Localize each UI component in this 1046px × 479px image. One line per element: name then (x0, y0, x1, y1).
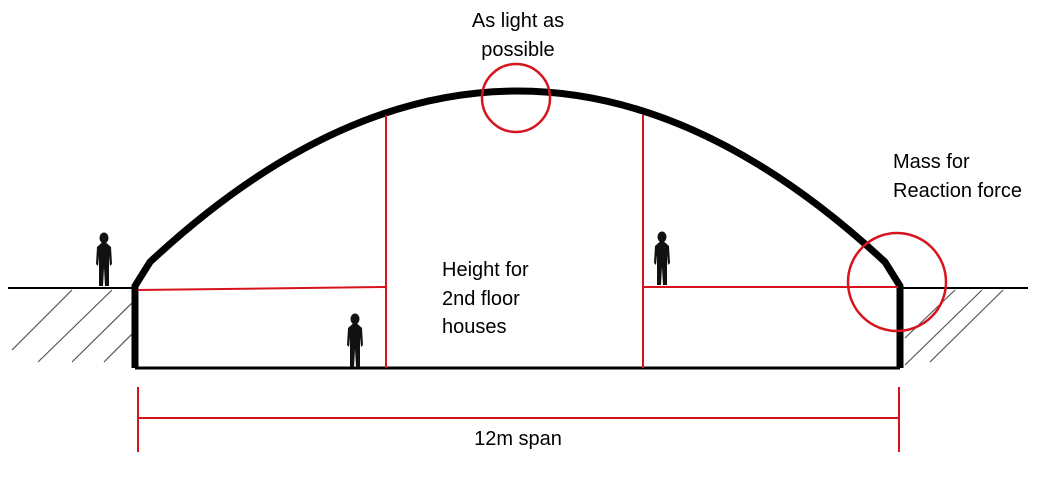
soil-hatch-left (11, 289, 136, 363)
center-label-line3: houses (442, 316, 507, 338)
span-label: 12m span (474, 428, 562, 450)
span-dimension (137, 387, 900, 452)
arch-shell (131, 87, 904, 368)
right-label-line1: Mass for (893, 151, 970, 173)
center-label-line1: Height for (442, 259, 529, 281)
person-silhouette (654, 231, 670, 285)
crown-highlight-circle (480, 62, 552, 134)
top-label-line1: As light as (472, 10, 564, 32)
person-silhouette (347, 313, 363, 367)
soil-hatch-right (904, 289, 1004, 366)
right-label-line2: Reaction force (893, 180, 1022, 202)
person-silhouette (96, 232, 112, 286)
support-highlight-circle (846, 231, 948, 333)
top-label-line2: possible (481, 39, 554, 61)
second-floor-frame (137, 115, 898, 368)
center-label-line2: 2nd floor (442, 288, 520, 310)
